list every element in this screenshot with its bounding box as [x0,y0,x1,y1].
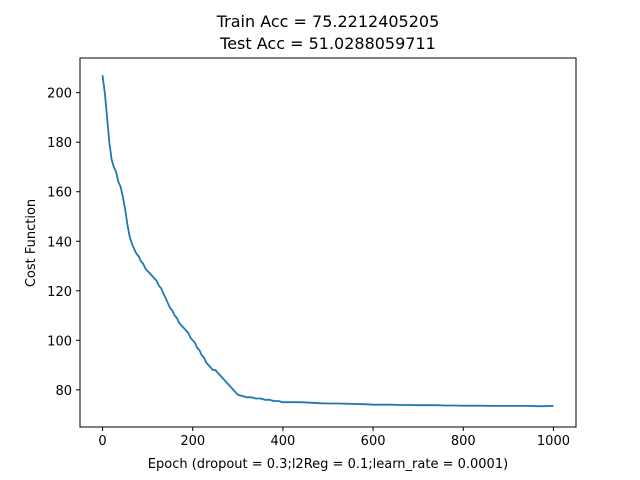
y-tick-label: 160 [47,186,72,201]
y-tick-label: 100 [47,334,72,349]
x-tick-label: 0 [98,434,106,449]
y-tick-label: 140 [47,235,72,250]
plot-frame [79,57,577,428]
x-tick-label: 200 [180,434,205,449]
chart-title-line-2: Test Acc = 51.0288059711 [219,34,436,53]
axis-ticks: 0 200 400 600 800 1000 80 100 120 140 160 180 200 [47,87,570,449]
cost-line [101,75,554,408]
y-tick-label: 200 [47,87,72,102]
x-tick-label: 600 [361,434,386,449]
chart-title-line-1: Train Acc = 75.2212405205 [216,12,440,31]
y-axis-label: Cost Function [24,199,39,287]
x-tick-label: 1000 [537,434,570,449]
y-tick-label: 120 [47,285,72,300]
x-axis-label: Epoch (dropout = 0.3;l2Reg = 0.1;learn_r… [148,457,508,472]
y-tick-label: 80 [55,384,72,399]
x-tick-label: 400 [270,434,295,449]
x-tick-label: 800 [451,434,476,449]
y-tick-label: 180 [47,136,72,151]
